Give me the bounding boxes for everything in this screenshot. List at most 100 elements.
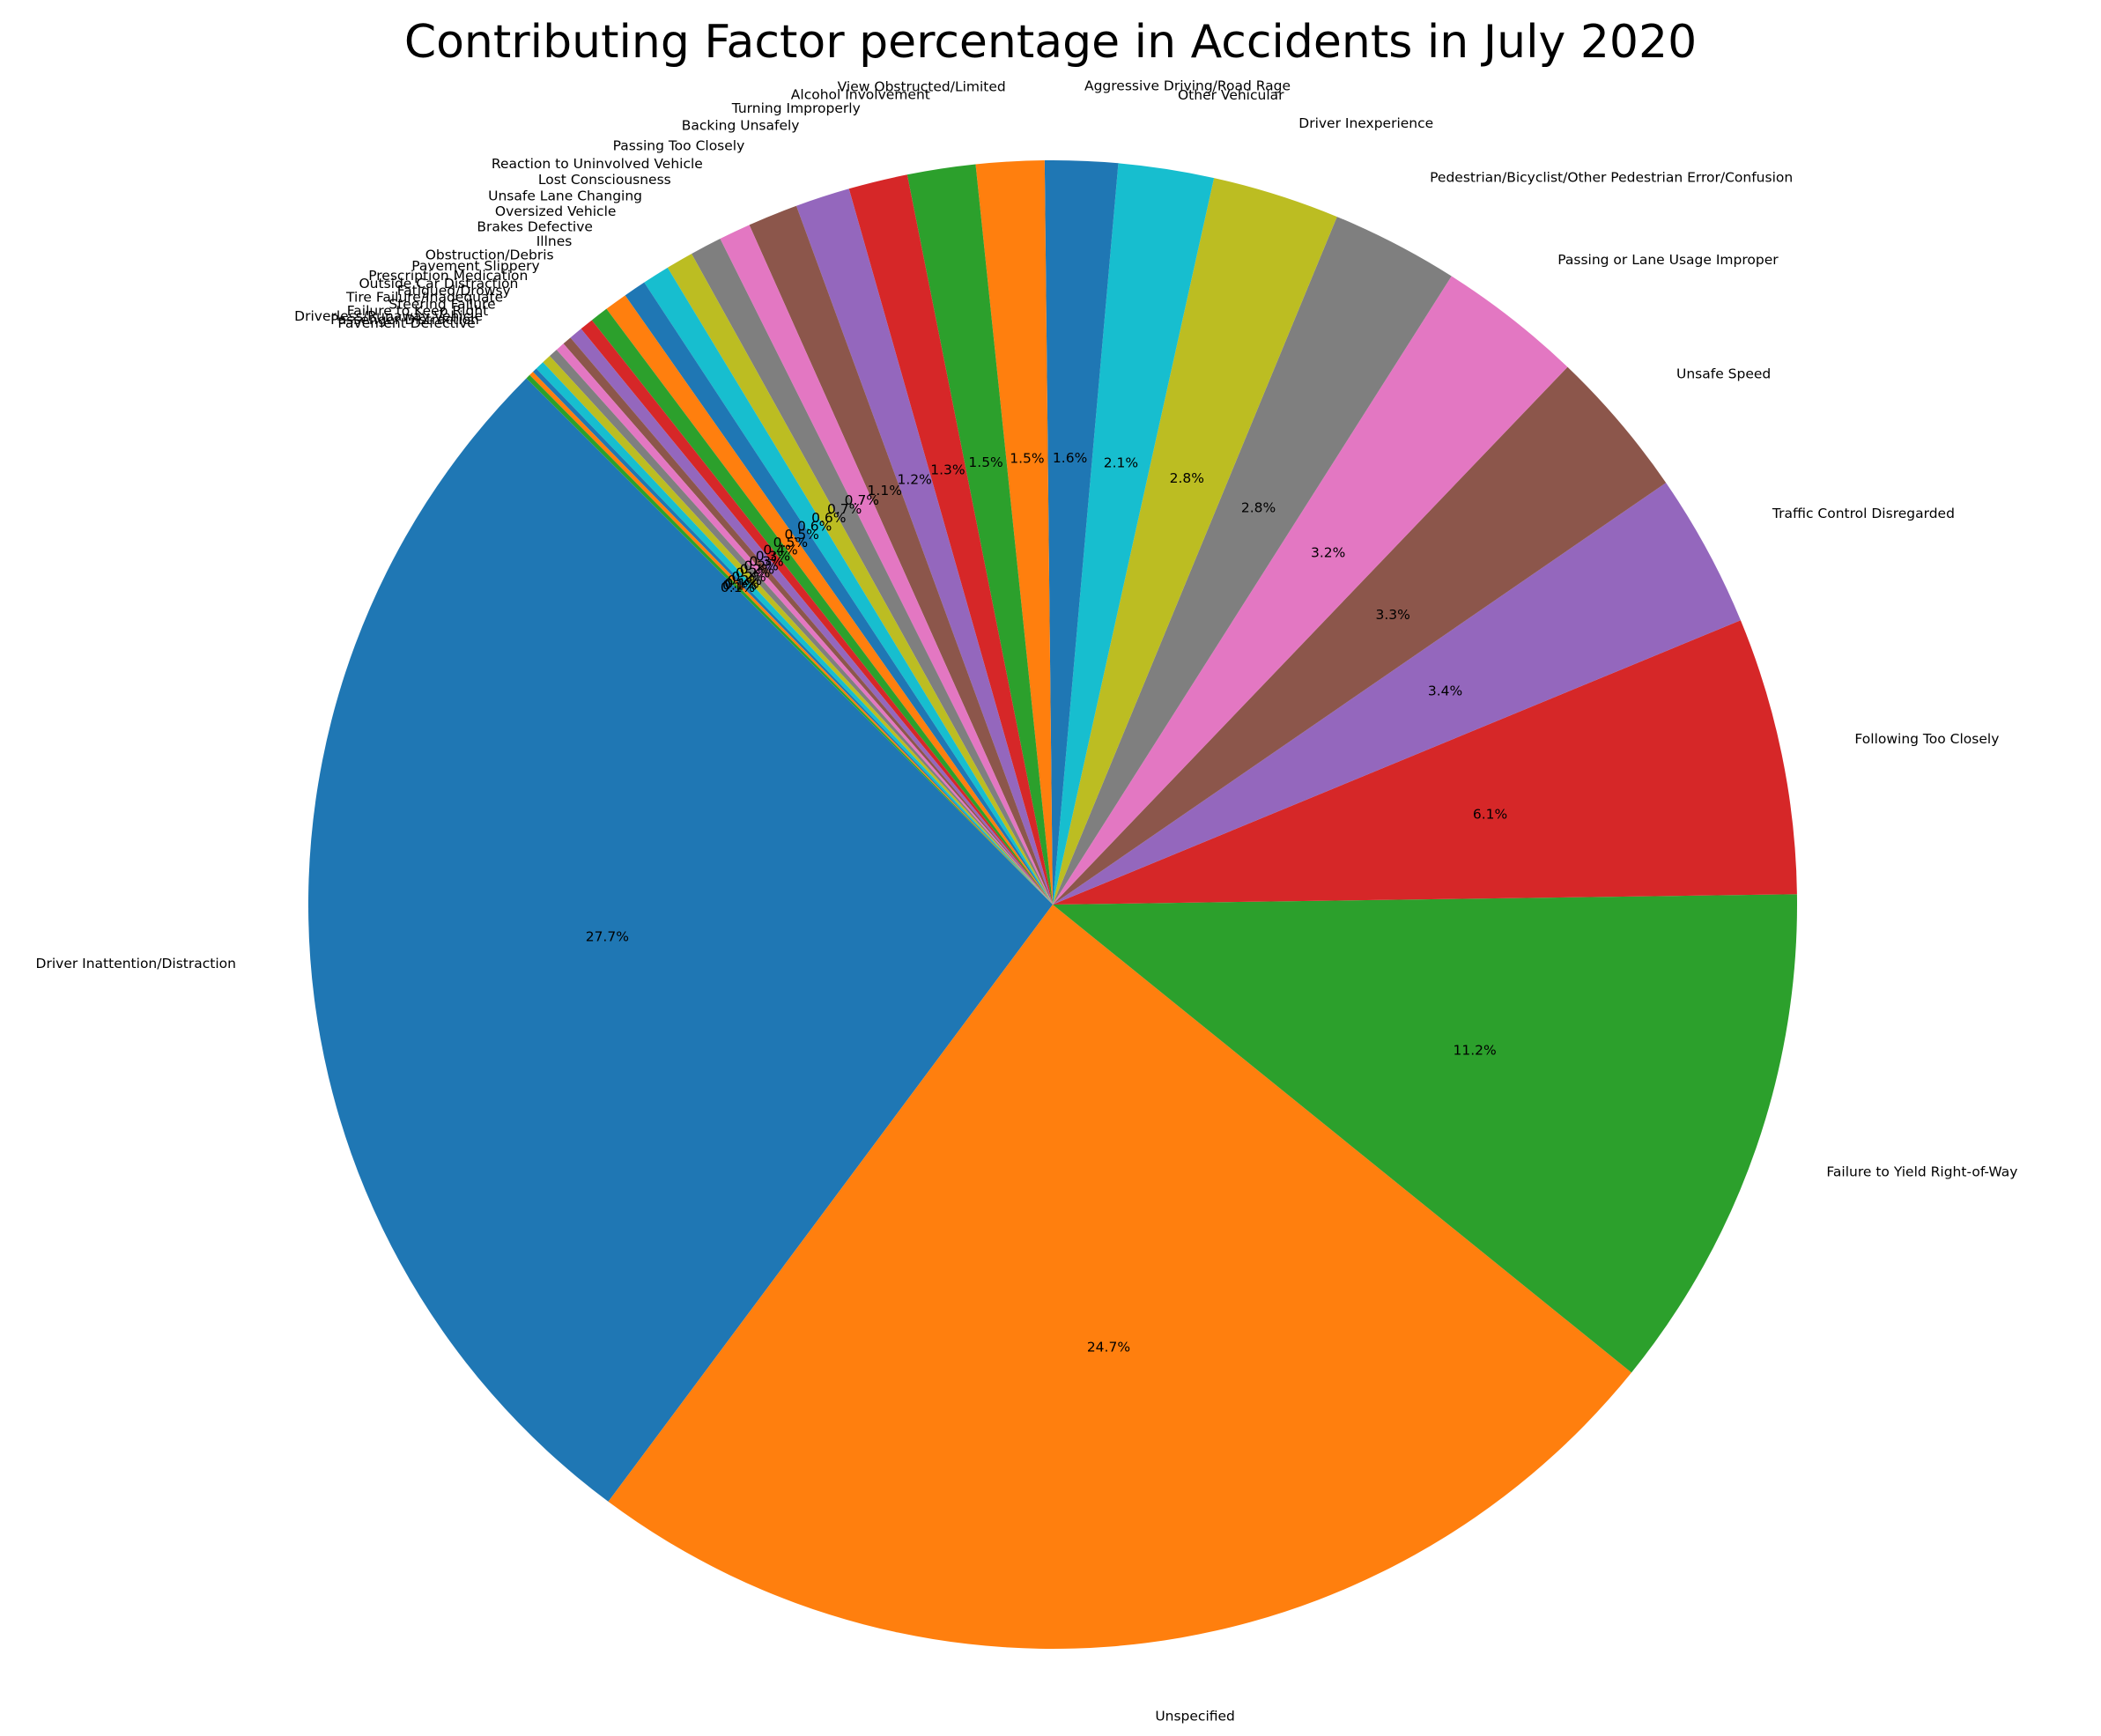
pie-slice-outside-car-distraction	[563, 337, 1053, 905]
pct-label-traffic-control-disregarded: 3.4%	[1428, 683, 1462, 699]
pie-slice-failure-to-keep-right	[536, 362, 1053, 905]
pie-slice-fatigued-drowsy	[556, 344, 1053, 905]
pct-label-tire-failure-inadequate: 0.2%	[736, 565, 770, 581]
slice-label-passing-too-closely: Passing Too Closely	[613, 137, 745, 153]
pie-slice-following-too-closely	[1053, 620, 1797, 905]
pct-label-unsafe-speed: 3.3%	[1375, 607, 1409, 623]
slice-label-aggressive-driving-road-rage: Aggressive Driving/Road Rage	[1084, 78, 1291, 94]
pct-label-steering-failure: 0.2%	[731, 569, 766, 585]
slice-label-failure-to-yield-right-of-way: Failure to Yield Right-of-Way	[1826, 1163, 2017, 1179]
pie-slice-pavement-defective	[526, 374, 1053, 905]
pct-label-illnes: 0.5%	[773, 535, 808, 550]
pie-slice-oversized-vehicle	[644, 267, 1053, 905]
pct-label-lost-consciousness: 0.7%	[827, 501, 862, 517]
slice-label-alcohol-involvement: Alcohol Involvement	[791, 86, 930, 102]
pie-slice-driverless-runaway-vehicle	[532, 368, 1053, 905]
pie-slice-unsafe-lane-changing	[667, 254, 1053, 905]
pct-label-outside-car-distraction: 0.2%	[743, 558, 778, 573]
pct-label-unspecified: 24.7%	[1087, 1340, 1130, 1356]
pct-label-prescription-medication: 0.3%	[749, 553, 783, 569]
pie-slice-passenger-distraction	[529, 372, 1053, 905]
slice-label-unsafe-speed: Unsafe Speed	[1676, 366, 1771, 381]
pie-slice-prescription-medication	[570, 329, 1053, 905]
slice-label-turning-improperly: Turning Improperly	[731, 100, 861, 116]
pct-label-fatigued-drowsy: 0.2%	[740, 561, 774, 577]
pie-slice-unsafe-speed	[1053, 366, 1667, 905]
pct-label-driver-inexperience: 2.8%	[1170, 470, 1204, 486]
slice-label-backing-unsafely: Backing Unsafely	[682, 118, 800, 134]
pie-slice-other-vehicular	[1053, 163, 1215, 905]
pct-label-backing-unsafely: 1.2%	[897, 471, 931, 487]
pct-label-view-obstructed-limited: 1.5%	[1010, 450, 1044, 466]
pct-label-alcohol-involvement: 1.5%	[968, 454, 1002, 470]
pie-slice-tire-failure-inadequate	[549, 350, 1053, 905]
slice-label-brakes-defective: Brakes Defective	[477, 218, 593, 234]
slice-label-driver-inattention-distraction: Driver Inattention/Distraction	[36, 956, 236, 971]
pct-label-unsafe-lane-changing: 0.6%	[811, 510, 846, 526]
slice-label-obstruction-debris: Obstruction/Debris	[425, 247, 554, 263]
pct-label-passing-or-lane-usage-improper: 3.2%	[1311, 544, 1345, 560]
pie-slice-passing-too-closely	[749, 205, 1053, 905]
pie-slice-backing-unsafely	[795, 188, 1053, 905]
slice-label-unsafe-lane-changing: Unsafe Lane Changing	[488, 188, 642, 203]
pie-slice-failure-to-yield-right-of-way	[1053, 894, 1797, 1373]
pie-slice-aggressive-driving-road-rage	[1044, 160, 1119, 905]
pie-slice-view-obstructed-limited	[975, 160, 1053, 905]
chart-title: Contributing Factor percentage in Accide…	[403, 16, 1698, 69]
slice-label-driver-inexperience: Driver Inexperience	[1298, 115, 1433, 131]
pct-label-obstruction-debris: 0.4%	[763, 543, 797, 558]
pie-slice-driver-inexperience	[1053, 178, 1337, 905]
slice-label-lost-consciousness: Lost Consciousness	[538, 172, 671, 188]
slice-label-oversized-vehicle: Oversized Vehicle	[495, 203, 617, 219]
pct-label-following-too-closely: 6.1%	[1473, 806, 1507, 822]
pie-slice-illnes	[606, 295, 1053, 905]
pct-label-pavement-slippery: 0.3%	[756, 548, 790, 564]
pie-slice-alcohol-involvement	[906, 164, 1053, 905]
slice-label-traffic-control-disregarded: Traffic Control Disregarded	[1772, 506, 1955, 521]
pie-slice-pavement-slippery	[581, 320, 1053, 905]
slice-label-fatigued-drowsy: Fatigued/Drowsy	[397, 283, 511, 299]
pie-slice-obstruction-debris	[591, 308, 1053, 905]
slice-label-following-too-closely: Following Too Closely	[1854, 731, 1999, 747]
slice-label-other-vehicular: Other Vehicular	[1178, 87, 1284, 103]
slice-label-pavement-defective: Pavement Defective	[337, 315, 475, 331]
pie-slice-pedestrian-bicyclist-other-pedestrian-error-confusion	[1053, 217, 1452, 905]
slice-label-steering-failure: Steering Failure	[388, 296, 495, 312]
pie-slice-steering-failure	[543, 356, 1053, 905]
pct-label-passing-too-closely: 1.1%	[868, 483, 902, 499]
pie-slice-driver-inattention-distraction	[308, 378, 1053, 1502]
pct-label-aggressive-driving-road-rage: 1.6%	[1053, 450, 1087, 466]
pie-slice-traffic-control-disregarded	[1053, 483, 1741, 905]
slice-label-failure-to-keep-right: Failure to Keep Right	[347, 303, 488, 319]
pct-label-passenger-distraction: 0.1%	[722, 578, 757, 594]
pct-label-failure-to-yield-right-of-way: 11.2%	[1454, 1042, 1497, 1058]
slice-label-prescription-medication: Prescription Medication	[368, 268, 528, 284]
pie-slice-passing-or-lane-usage-improper	[1053, 276, 1568, 905]
slice-label-driverless-runaway-vehicle: Driverless/Runaway Vehicle	[294, 308, 483, 324]
slice-label-passenger-distraction: Passenger Distraction	[330, 312, 479, 328]
pct-label-other-vehicular: 2.1%	[1104, 454, 1138, 470]
slice-label-pavement-slippery: Pavement Slippery	[411, 258, 540, 274]
slice-label-reaction-to-uninvolved-vehicle: Reaction to Uninvolved Vehicle	[492, 156, 703, 172]
slice-label-pedestrian-bicyclist-other-pedestrian-error-confusion: Pedestrian/Bicyclist/Other Pedestrian Er…	[1430, 169, 1793, 185]
slice-label-view-obstructed-limited: View Obstructed/Limited	[838, 79, 1006, 95]
pie-slice-unspecified	[608, 905, 1632, 1650]
pie-slice-brakes-defective	[625, 282, 1053, 905]
pie-slice-reaction-to-uninvolved-vehicle	[720, 225, 1053, 905]
slice-label-unspecified: Unspecified	[1155, 1709, 1235, 1725]
slice-label-illnes: Illnes	[536, 233, 573, 249]
pct-label-pedestrian-bicyclist-other-pedestrian-error-confusion: 2.8%	[1241, 499, 1276, 515]
pct-label-failure-to-keep-right: 0.2%	[728, 573, 762, 588]
pct-label-turning-improperly: 1.3%	[930, 462, 965, 478]
slice-label-passing-or-lane-usage-improper: Passing or Lane Usage Improper	[1557, 252, 1779, 268]
pct-label-reaction-to-uninvolved-vehicle: 0.7%	[845, 492, 879, 508]
pct-label-oversized-vehicle: 0.6%	[797, 519, 832, 535]
slice-label-outside-car-distraction: Outside Car Distraction	[359, 276, 518, 292]
slice-label-tire-failure-inadequate: Tire Failure/Inadequate	[345, 289, 503, 305]
pct-label-driverless-runaway-vehicle: 0.1%	[724, 575, 758, 591]
pie-slice-turning-improperly	[848, 174, 1053, 905]
pct-label-driver-inattention-distraction: 27.7%	[586, 928, 629, 944]
pct-label-brakes-defective: 0.5%	[785, 527, 819, 543]
pie-slice-lost-consciousness	[692, 239, 1053, 905]
